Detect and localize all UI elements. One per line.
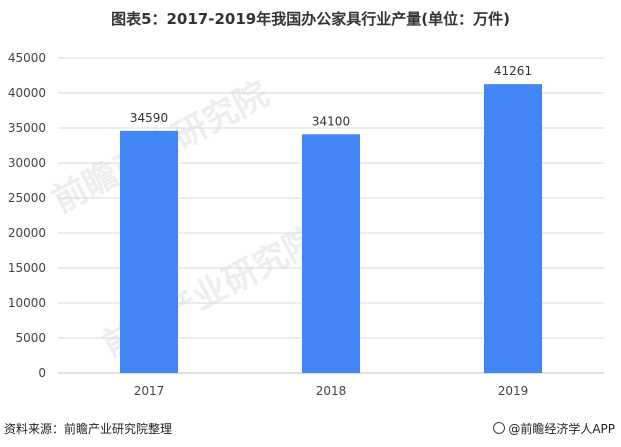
bar	[484, 84, 542, 373]
bar-chart: 0 5000 10000 15000 20000 25000 30000 35000 40000…	[8, 51, 604, 398]
y-tick-label: 35000	[8, 121, 46, 135]
y-tick-label: 5000	[15, 331, 46, 345]
bar	[120, 130, 178, 373]
y-tick-label: 40000	[8, 86, 46, 100]
data-label: 34100	[312, 114, 350, 128]
x-tick-label: 2018	[316, 384, 347, 398]
chart-title: 图表5：2017-2019年我国办公家具行业产量(单位：万件)	[111, 10, 510, 28]
y-tick-label: 45000	[8, 51, 46, 65]
y-tick-label: 15000	[8, 261, 46, 275]
y-tick-label: 20000	[8, 226, 46, 240]
y-tick-label: 25000	[8, 191, 46, 205]
x-tick-label: 2017	[134, 384, 165, 398]
data-label: 41261	[494, 64, 532, 78]
credit-note: @前瞻经济学人APP	[493, 420, 615, 437]
credit-text: @前瞻经济学人APP	[508, 422, 615, 436]
bar	[302, 134, 360, 373]
y-tick-label: 0	[38, 366, 46, 380]
y-tick-label: 30000	[8, 156, 46, 170]
source-note: 资料来源：前瞻产业研究院整理	[4, 422, 173, 436]
data-label: 34590	[130, 111, 168, 125]
y-tick-label: 10000	[8, 296, 46, 310]
x-tick-label: 2019	[498, 384, 529, 398]
app-logo-icon	[493, 422, 506, 434]
